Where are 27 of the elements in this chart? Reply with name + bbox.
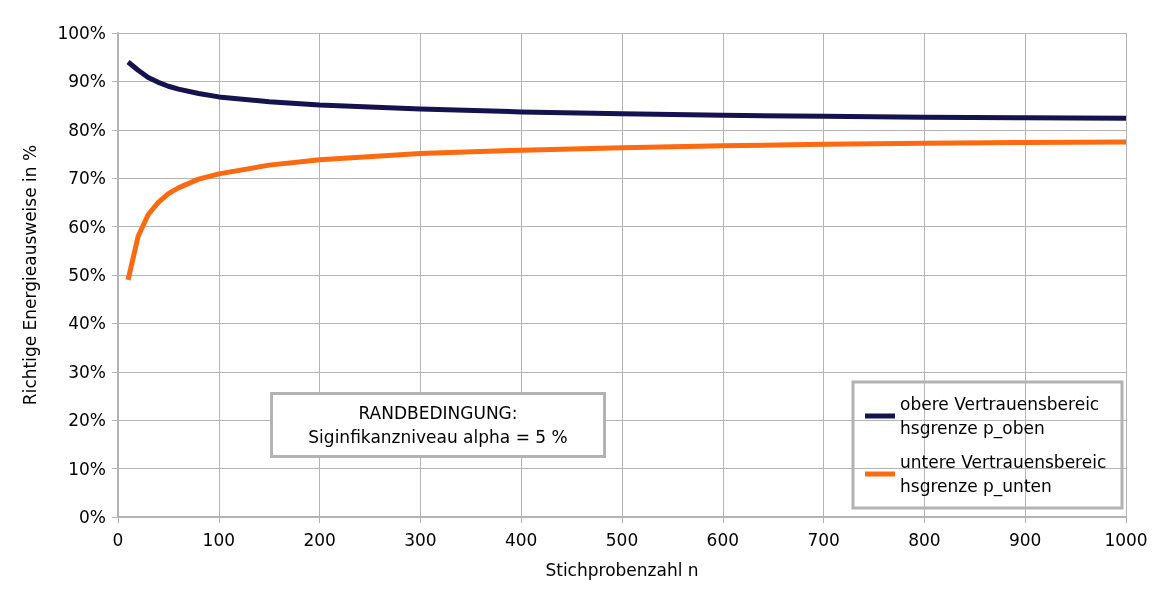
y-tick-label: 40% (68, 313, 106, 334)
x-tick-label: 600 (706, 529, 740, 550)
legend-label: untere Vertrauensbereichsgrenze p_unten (900, 452, 1107, 497)
y-axis-title: Richtige Energieausweise in % (19, 144, 40, 406)
y-tick-label: 60% (68, 216, 106, 237)
y-tick-label: 100% (57, 23, 106, 43)
x-tick-label: 700 (807, 529, 840, 550)
x-tick-label: 300 (404, 529, 437, 550)
x-tick-label: 400 (504, 529, 538, 550)
x-axis-title: Stichprobenzahl n (545, 559, 699, 580)
y-tick-label: 80% (68, 119, 106, 140)
y-tick-label: 30% (68, 361, 106, 382)
x-tick-label: 0 (112, 529, 124, 550)
y-tick-label: 0% (79, 507, 106, 527)
x-tick-label: 200 (303, 529, 336, 550)
x-tick-label: 100 (202, 529, 236, 550)
x-tick-label: 500 (605, 529, 639, 550)
legend-label: obere Vertrauensbereichsgrenze p_oben (900, 394, 1100, 439)
x-tick-label: 900 (1008, 529, 1042, 550)
x-tick-label: 800 (908, 529, 941, 550)
note-box: RANDBEDINGUNG: Siginfikanzniveau alpha = 5 % (270, 392, 606, 458)
y-tick-label: 90% (68, 71, 106, 92)
y-tick-label: 50% (68, 265, 106, 285)
y-tick-label: 10% (68, 458, 106, 479)
x-tick-label: 1000 (1104, 529, 1148, 550)
y-tick-label: 70% (68, 168, 106, 189)
y-tick-label: 20% (68, 410, 106, 431)
